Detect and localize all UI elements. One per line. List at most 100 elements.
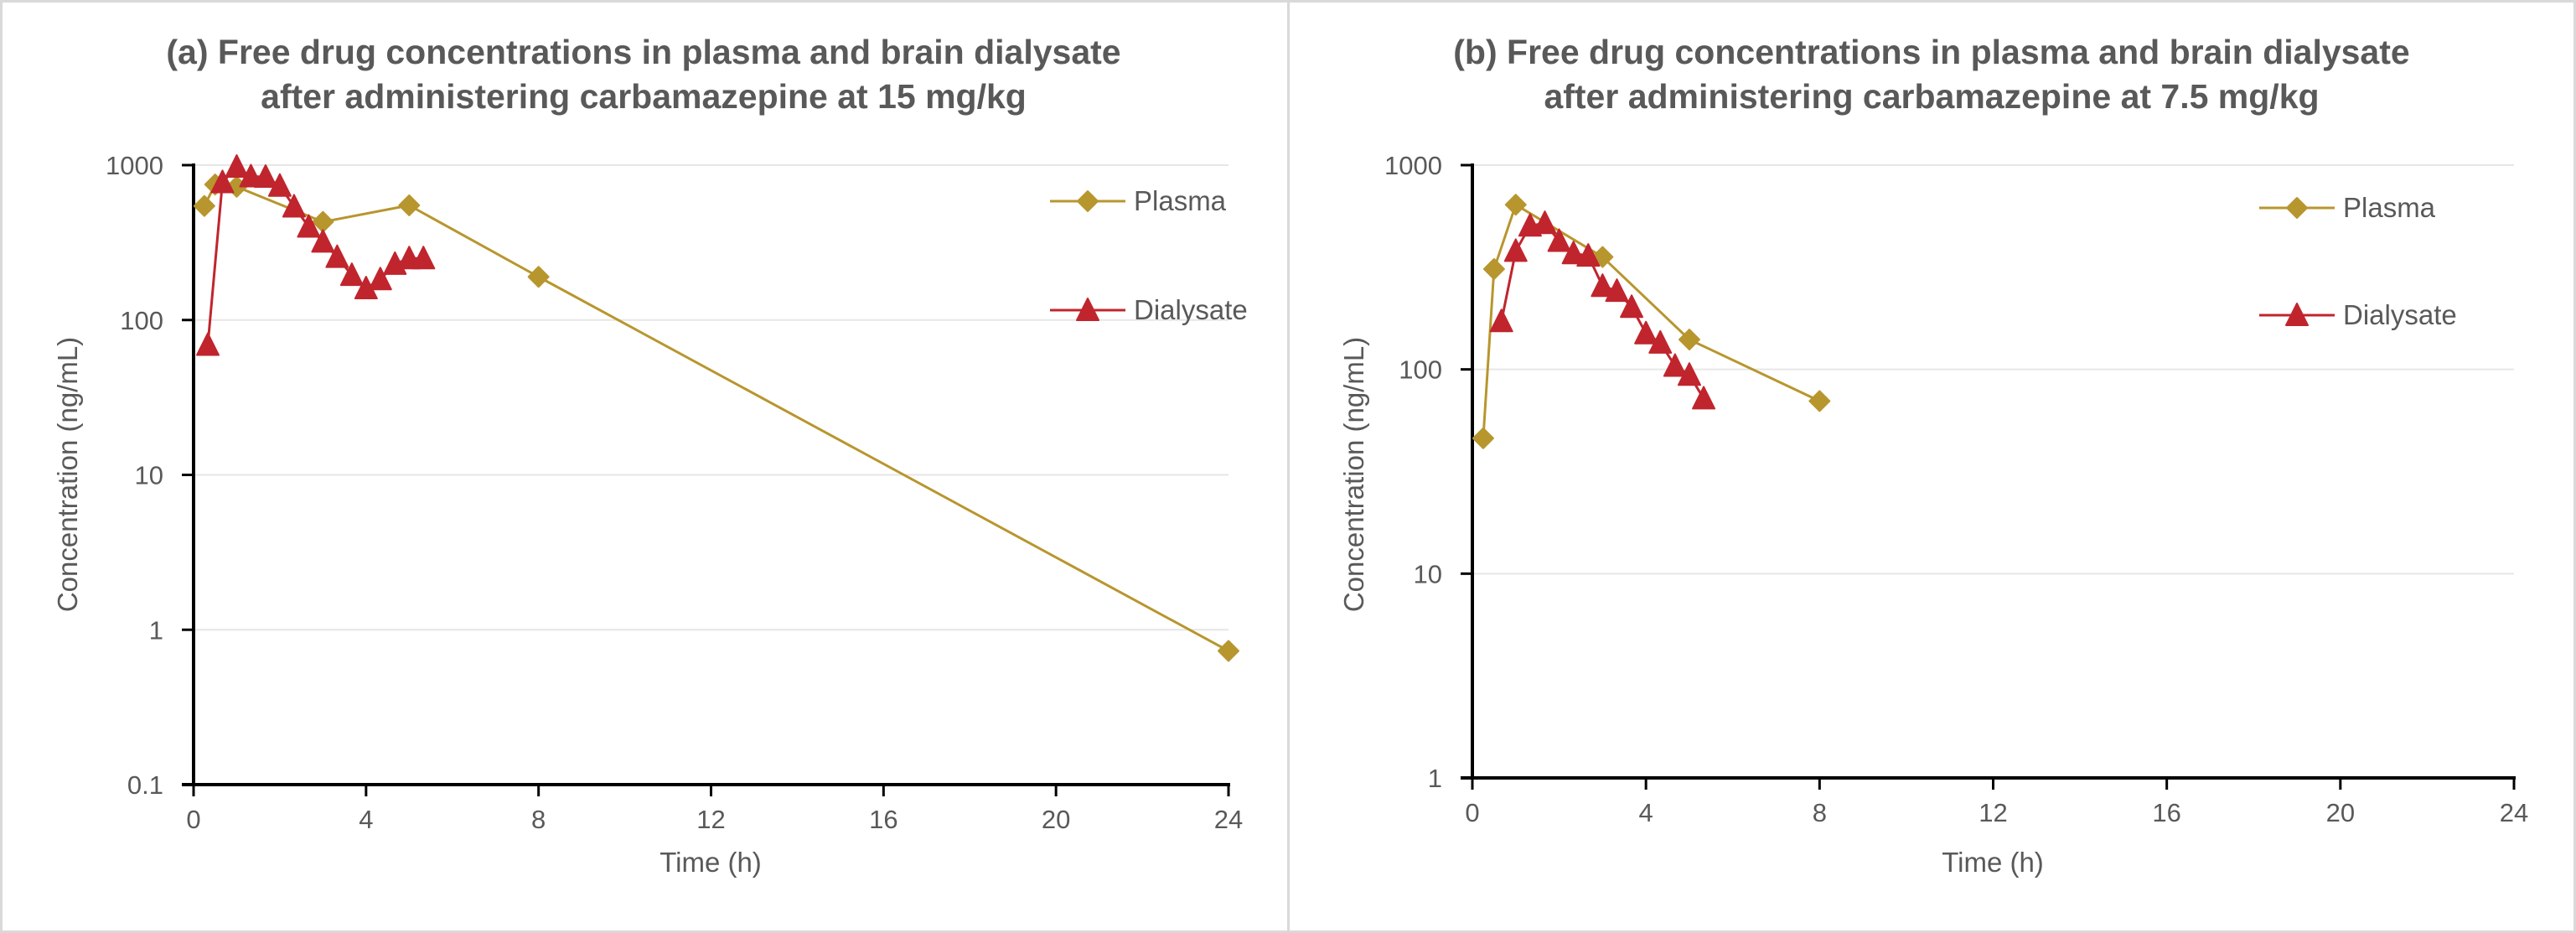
chart-title-line-1: (a) Free drug concentrations in plasma a… [166, 33, 1120, 71]
axes [182, 163, 1230, 796]
x-tick-labels: 0 4 8 12 16 20 24 [186, 805, 1243, 834]
y-tick-label: 1 [1428, 764, 1442, 793]
y-tick-label: 10 [1414, 559, 1442, 588]
x-tick-label: 20 [1042, 805, 1070, 834]
dialysate-point [1503, 238, 1528, 262]
y-tick-label: 0.1 [127, 770, 163, 800]
x-tick-label: 12 [1979, 798, 2007, 827]
dialysate-point [1533, 210, 1557, 235]
x-tick-labels: 0 4 8 12 16 20 24 [1465, 798, 2528, 827]
diamond-marker-icon [1077, 190, 1099, 212]
chart-title-line-2: after administering carbamazepine at 7.5… [1544, 77, 2319, 116]
dialysate-point [368, 267, 392, 291]
dialysate-point [1692, 386, 1716, 410]
plasma-point [1218, 640, 1239, 662]
dialysate-point [1489, 308, 1513, 333]
dialysate-point [1605, 278, 1629, 303]
gridlines [194, 164, 1229, 631]
x-tick-label: 20 [2326, 798, 2355, 827]
series [1472, 194, 1831, 449]
series-plasma [193, 174, 1239, 662]
dialysate-point [210, 169, 235, 194]
x-tick-label: 24 [1214, 805, 1243, 834]
legend-item-dialysate: Dialysate [2259, 299, 2457, 330]
x-tick-label: 0 [1465, 798, 1479, 827]
plasma-point [527, 266, 550, 288]
dialysate-point [1576, 243, 1601, 267]
triangle-marker-icon [1076, 298, 1099, 321]
dialysate-point [1648, 329, 1673, 354]
x-tick-label: 8 [1813, 798, 1827, 827]
plasma-point [1504, 194, 1527, 216]
x-tick-label: 0 [186, 805, 200, 834]
x-tick-label: 4 [359, 805, 373, 834]
series-dialysate [195, 154, 436, 356]
dialysate-point [282, 194, 306, 218]
y-tick-label: 100 [120, 306, 163, 335]
x-tick-label: 16 [869, 805, 897, 834]
chart-title-line-2: after administering carbamazepine at 15 … [261, 77, 1027, 116]
chart-panel-a: (a) Free drug concentrations in plasma a… [52, 33, 1248, 878]
plasma-point [398, 194, 421, 216]
x-tick-label: 4 [1639, 798, 1653, 827]
x-tick-label: 12 [696, 805, 725, 834]
diamond-marker-icon [2286, 197, 2308, 219]
y-tick-label: 100 [1399, 355, 1442, 385]
dialysate-point [297, 214, 321, 238]
chart-title-line-1: (b) Free drug concentrations in plasma a… [1453, 33, 2409, 71]
plasma-line [203, 183, 1229, 652]
y-tick-labels: 1 10 100 1000 [1384, 151, 1442, 793]
dialysate-point [239, 163, 263, 188]
dialysate-point [325, 244, 349, 268]
chart-panel-b: (b) Free drug concentrations in plasma a… [1338, 33, 2528, 878]
plasma-point [1808, 390, 1831, 412]
x-tick-label: 16 [2152, 798, 2180, 827]
legend-item-plasma: Plasma [1050, 185, 1227, 216]
triangle-marker-icon [2285, 303, 2309, 326]
legend: Plasma Dialysate [2259, 192, 2457, 330]
series [193, 154, 1239, 662]
x-tick-label: 24 [2500, 798, 2528, 827]
plasma-line [1482, 202, 1820, 438]
dialysate-point [1634, 320, 1658, 345]
dialysate-point [1561, 241, 1585, 265]
y-tick-label: 1000 [1384, 151, 1442, 180]
legend-item-plasma: Plasma [2259, 192, 2436, 223]
y-tick-labels: 0.1 1 10 100 1000 [106, 151, 163, 800]
legend-item-dialysate: Dialysate [1050, 294, 1248, 325]
y-axis-title: Concentration (ng/mL) [52, 337, 83, 612]
dialysate-point [253, 163, 277, 188]
legend-label: Dialysate [2343, 299, 2457, 330]
dialysate-point [411, 246, 436, 270]
dialysate-point [339, 262, 364, 287]
dialysate-point [1620, 294, 1644, 319]
legend-label: Plasma [2343, 192, 2436, 223]
dialysate-point [1547, 228, 1571, 252]
legend-label: Plasma [1134, 185, 1227, 216]
series-dialysate [1489, 210, 1716, 410]
dialysate-point [1663, 353, 1687, 377]
plasma-point [193, 194, 215, 217]
y-tick-label: 1000 [106, 151, 163, 180]
x-tick-label: 8 [531, 805, 546, 834]
panel-divider [1287, 0, 1290, 933]
dialysate-point [311, 229, 335, 253]
dialysate-point [225, 154, 249, 179]
dialysate-point [1591, 273, 1615, 298]
y-axis-title: Concentration (ng/mL) [1338, 337, 1369, 612]
y-tick-label: 10 [135, 461, 163, 490]
plasma-point [1472, 427, 1494, 449]
legend-label: Dialysate [1134, 294, 1248, 325]
y-tick-label: 1 [149, 615, 163, 645]
x-axis-title: Time (h) [660, 847, 762, 878]
plasma-point [1482, 257, 1505, 280]
x-axis-title: Time (h) [1942, 847, 2044, 878]
gridlines [1472, 164, 2514, 575]
dialysate-point [1677, 362, 1701, 386]
dialysate-point [267, 173, 292, 197]
dialysate-point [195, 332, 220, 356]
legend: Plasma Dialysate [1050, 185, 1248, 325]
axes [1461, 163, 2516, 790]
plasma-point [1678, 329, 1700, 351]
